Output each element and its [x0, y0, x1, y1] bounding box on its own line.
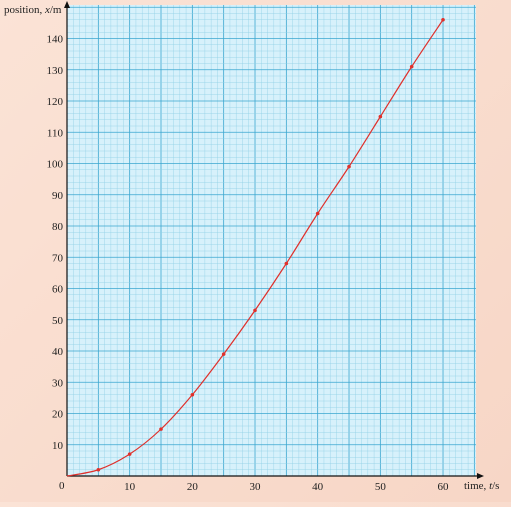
data-point [347, 164, 351, 169]
grid [66, 5, 476, 477]
y-axis-arrow [64, 1, 70, 8]
data-point [96, 467, 101, 472]
y-tick-label: 10 [52, 440, 64, 452]
x-tick-label: 50 [375, 481, 387, 493]
y-tick-label: 140 [47, 34, 64, 46]
y-tick-label: 80 [52, 221, 64, 233]
y-tick-label: 100 [47, 159, 64, 171]
data-point [409, 64, 414, 69]
y-axis-label: position, x/m [4, 4, 62, 16]
axes [64, 1, 484, 479]
y-tick-label: 70 [52, 252, 64, 264]
x-axis-label: time, t/s [464, 480, 499, 492]
plot-area [67, 5, 476, 476]
y-tick-label: 30 [52, 377, 64, 389]
y-tick-label: 20 [52, 409, 64, 421]
tick-labels: 10 20 30 40 50 60 10 20 30 40 50 60 70 80 90 100 110 120 1… [47, 34, 450, 494]
y-tick-label: 110 [47, 127, 64, 139]
data-point [221, 352, 226, 356]
y-tick-label: 50 [52, 315, 64, 327]
x-axis-arrow [477, 473, 484, 479]
origin-label: 0 [59, 480, 65, 492]
data-point [190, 392, 195, 397]
x-tick-label: 30 [250, 481, 262, 493]
x-tick-label: 20 [187, 481, 199, 493]
data-point [159, 427, 163, 431]
data-point [441, 17, 445, 22]
data-points [96, 17, 445, 472]
y-tick-label: 90 [52, 190, 64, 202]
y-tick-label: 60 [52, 284, 64, 296]
data-point [284, 261, 289, 266]
y-tick-label: 130 [47, 65, 64, 77]
x-tick-label: 60 [438, 481, 450, 493]
data-point [253, 308, 257, 313]
x-tick-label: 10 [124, 481, 136, 493]
data-point [378, 114, 383, 119]
y-tick-label: 40 [52, 346, 64, 358]
y-tick-label: 120 [47, 96, 64, 108]
x-tick-label: 40 [312, 481, 324, 493]
data-point [315, 211, 320, 216]
data-point [127, 452, 132, 456]
